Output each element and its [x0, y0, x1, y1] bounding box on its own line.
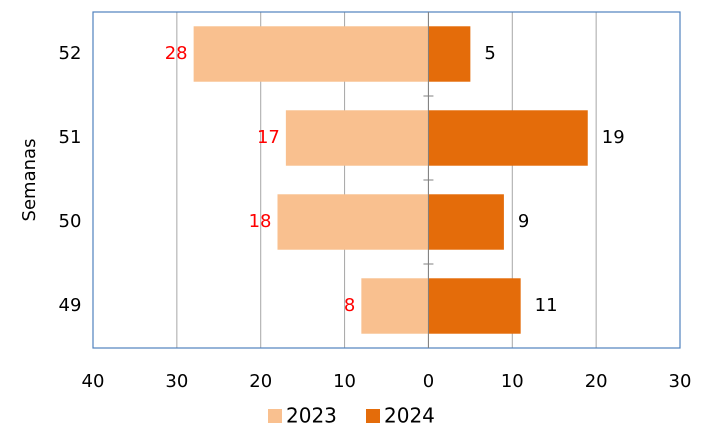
- x-tick-label: 30: [669, 371, 692, 392]
- bar: [428, 278, 521, 334]
- data-label: 28: [165, 43, 188, 64]
- x-tick-label: 10: [333, 371, 356, 392]
- y-tick-label: 49: [59, 295, 82, 316]
- legend-label: 2023: [286, 404, 337, 428]
- data-label: 8: [344, 295, 355, 316]
- bar: [428, 110, 588, 166]
- bar: [428, 194, 504, 250]
- data-label: 5: [484, 43, 495, 64]
- plot-border: [92, 11, 681, 349]
- data-label: 17: [257, 127, 280, 148]
- bar: [193, 26, 429, 82]
- data-label: 19: [602, 127, 625, 148]
- bar: [361, 278, 429, 334]
- bar: [277, 194, 429, 250]
- data-label: 11: [535, 295, 558, 316]
- x-tick-label: 0: [423, 371, 434, 392]
- bar: [428, 26, 471, 82]
- y-tick-label: 50: [59, 211, 82, 232]
- x-tick-label: 20: [585, 371, 608, 392]
- data-label: 18: [249, 211, 272, 232]
- data-label: 9: [518, 211, 529, 232]
- y-axis-label: Semanas: [19, 139, 40, 222]
- legend-swatch: [366, 409, 380, 423]
- legend-swatch: [268, 409, 282, 423]
- bar: [285, 110, 429, 166]
- legend-label: 2024: [384, 404, 435, 428]
- x-tick-label: 10: [501, 371, 524, 392]
- x-tick-label: 40: [82, 371, 105, 392]
- y-tick-label: 51: [59, 127, 82, 148]
- x-tick-label: 20: [249, 371, 272, 392]
- x-tick-label: 30: [165, 371, 188, 392]
- y-tick-label: 52: [59, 43, 82, 64]
